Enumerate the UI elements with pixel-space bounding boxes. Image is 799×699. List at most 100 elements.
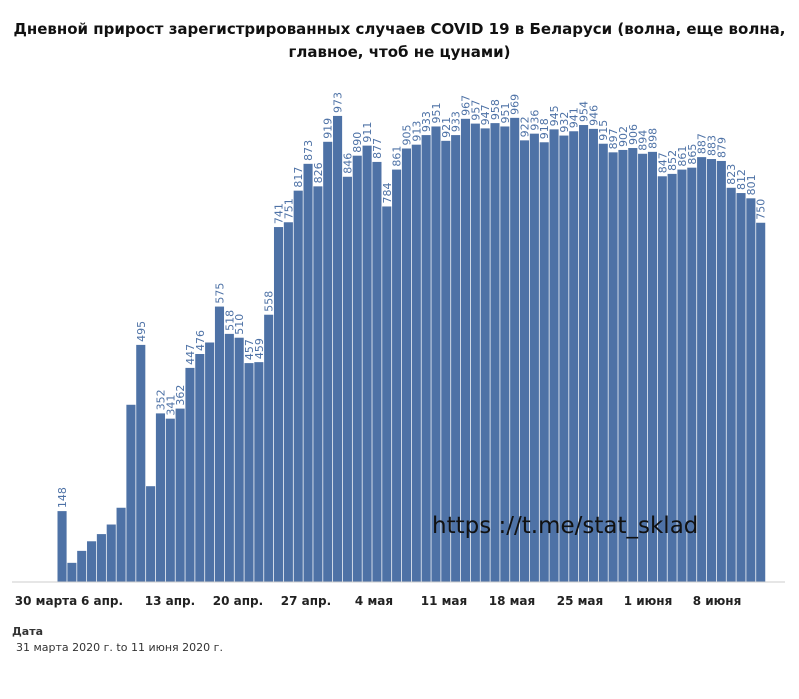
bar-04.04	[96, 534, 106, 582]
bar-07.05	[421, 135, 431, 582]
bar-01.06	[667, 173, 677, 582]
bar-label-20.04: 459	[253, 338, 266, 359]
bar-label-08.04: 495	[135, 321, 148, 342]
bar-30.05	[647, 151, 657, 583]
bar-14.04	[195, 354, 205, 582]
bar-label-28.05: 906	[627, 124, 640, 145]
bar-28.04	[333, 115, 343, 583]
bar-label-25.05: 915	[597, 120, 610, 141]
x-tick-label: 8 июня	[693, 594, 742, 608]
bar-18.04	[234, 337, 244, 582]
bar-03.05	[382, 206, 392, 582]
bar-03.06	[687, 167, 697, 583]
x-tick-label: 27 апр.	[281, 594, 331, 608]
bar-label-21.05: 932	[558, 112, 571, 133]
bars-group	[57, 115, 766, 583]
bar-label-07.06: 823	[725, 164, 738, 185]
bar-label-10.05: 933	[450, 111, 463, 132]
bar-label-26.05: 897	[607, 128, 620, 149]
bar-16.05	[510, 117, 520, 582]
bar-label-30.05: 898	[646, 128, 659, 149]
bar-label-10.04: 352	[154, 389, 167, 410]
bar-16.04	[214, 306, 225, 582]
bar-label-22.05: 941	[568, 107, 581, 128]
bar-29.04	[342, 176, 352, 582]
bar-label-06.06: 879	[715, 137, 728, 158]
bar-25.05	[598, 143, 608, 582]
bar-20.04	[254, 362, 264, 582]
x-tick-labels-group: 30 марта 6 апр. 13 апр. 20 апр. 27 апр. 4 мая…	[15, 594, 742, 608]
bar-label-13.05: 947	[479, 104, 492, 125]
bar-10.05	[451, 135, 461, 582]
bar-label-03.06: 865	[686, 144, 699, 165]
bar-27.05	[618, 149, 628, 582]
bar-label-14.04: 476	[194, 330, 207, 351]
bar-label-23.04: 751	[282, 198, 295, 219]
bar-label-16.05: 969	[509, 94, 522, 115]
bar-17.04	[224, 333, 234, 582]
bar-10.06	[756, 222, 766, 582]
bar-label-27.04: 919	[322, 118, 335, 139]
x-tick-label: 18 мая	[489, 594, 536, 608]
bar-label-28.04: 973	[332, 92, 345, 113]
bar-label-13.04: 447	[184, 344, 197, 365]
bar-label-27.05: 902	[617, 126, 630, 147]
bar-05.04	[106, 524, 116, 582]
bar-05.06	[706, 159, 717, 583]
date-range: 31 марта 2020 г. to 11 июня 2020 г.	[16, 641, 223, 654]
bar-02.05	[372, 161, 382, 583]
bar-01.05	[362, 145, 372, 582]
bar-06.04	[116, 507, 126, 582]
bar-06.06	[716, 160, 726, 582]
bar-23.04	[283, 222, 293, 582]
bar-label-01.06: 852	[666, 150, 679, 171]
bar-label-24.04: 817	[292, 167, 305, 188]
bar-15.05	[500, 126, 510, 582]
bar-label-09.06: 801	[745, 174, 758, 195]
bar-08.04	[136, 344, 146, 582]
bar-label-20.05: 945	[548, 105, 561, 126]
bar-label-23.05: 954	[578, 101, 591, 122]
bar-label-24.05: 946	[587, 105, 600, 126]
bar-label-03.05: 784	[381, 182, 394, 203]
bar-label-31.05: 847	[656, 152, 669, 173]
bar-label-08.05: 951	[430, 102, 443, 123]
bar-09.04	[146, 486, 156, 582]
bar-label-16.04: 575	[213, 283, 226, 304]
bar-label-12.04: 362	[174, 385, 187, 406]
bar-label-10.06: 750	[755, 199, 768, 220]
bar-26.05	[608, 152, 618, 582]
bar-label-11.04: 341	[164, 395, 177, 416]
bar-label-01.05: 911	[361, 122, 374, 143]
x-tick-label: 30 марта	[15, 594, 77, 608]
bar-08.06	[736, 193, 746, 583]
bar-label-15.05: 951	[499, 102, 512, 123]
bar-label-12.05: 957	[469, 100, 482, 121]
bar-13.05	[480, 128, 490, 582]
watermark-link: https ://t.me/stat_sklad	[432, 513, 699, 539]
bar-11.05	[460, 118, 471, 582]
bar-label-14.05: 958	[489, 99, 502, 120]
x-tick-label: 6 апр.	[81, 594, 123, 608]
bar-label-21.04: 558	[263, 291, 276, 312]
bar-label-04.06: 887	[696, 133, 709, 154]
x-tick-label: 4 мая	[355, 594, 393, 608]
bar-19.05	[539, 142, 549, 582]
bar-22.05	[569, 131, 579, 582]
bar-label-08.06: 812	[735, 169, 748, 190]
bar-label-29.04: 846	[341, 153, 354, 174]
bar-06.05	[411, 144, 421, 583]
bar-label-02.05: 877	[371, 138, 384, 159]
bar-10.04	[155, 413, 165, 582]
bar-12.05	[470, 123, 480, 582]
bar-label-05.06: 883	[705, 135, 718, 156]
bar-label-11.05: 967	[459, 95, 472, 116]
bar-18.05	[529, 133, 539, 582]
bar-label-30.04: 890	[351, 132, 364, 153]
bar-07.04	[126, 404, 136, 582]
bar-21.05	[559, 135, 569, 582]
bar-31.05	[657, 176, 667, 583]
bar-04.06	[697, 157, 707, 582]
bar-label-29.05: 894	[637, 130, 650, 151]
